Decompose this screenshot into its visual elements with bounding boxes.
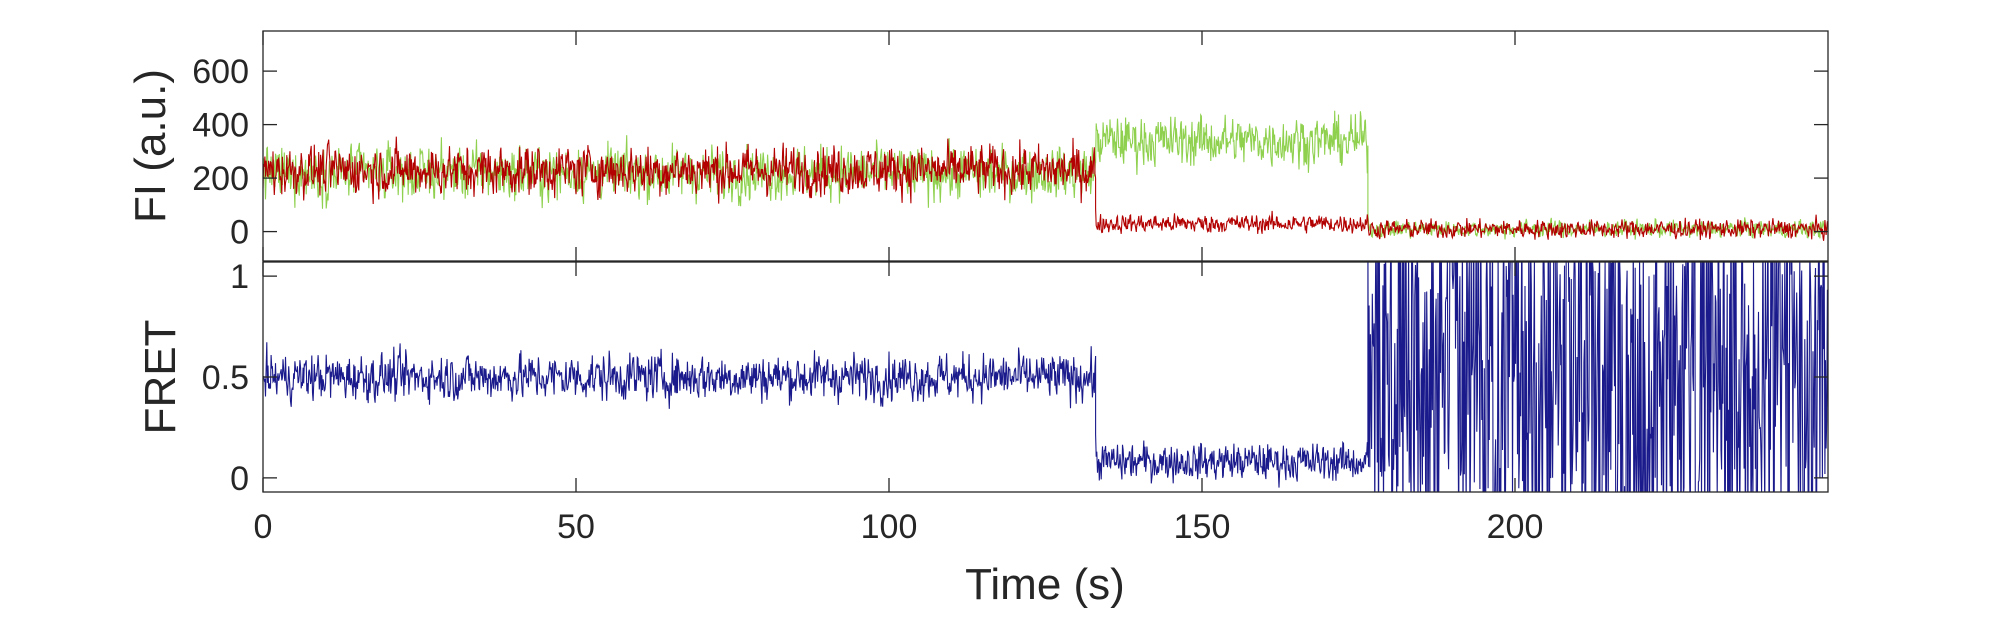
y-tick-label-1-0: 0 — [230, 460, 249, 498]
x-tick-label-3: 150 — [1174, 508, 1231, 546]
fluorescence-traces — [263, 110, 1828, 241]
fluorescence-panel: 0 200 400 600 FI (a.u.) — [126, 30, 1829, 262]
fret-ticks: 0 0.5 1 0 50 100 150 200 — [202, 258, 1828, 546]
fret-panel: 0 0.5 1 0 50 100 150 200 FRET — [136, 258, 1829, 546]
y-tick-label-0-2: 400 — [192, 107, 249, 145]
y-tick-label-1-2: 1 — [230, 258, 249, 296]
x-tick-label-4: 200 — [1487, 508, 1544, 546]
fluorescence-y-axis-title: FI (a.u.) — [126, 69, 175, 223]
fluorescence-ticks: 0 200 400 600 — [192, 31, 1828, 261]
x-tick-label-1: 50 — [557, 508, 595, 546]
x-tick-label-2: 100 — [861, 508, 918, 546]
trace-0-series-1 — [263, 136, 1828, 241]
fret-traces — [263, 262, 1828, 492]
y-tick-label-1-1: 0.5 — [202, 359, 249, 397]
y-tick-label-0-0: 0 — [230, 214, 249, 252]
x-tick-label-0: 0 — [254, 508, 273, 546]
fluorescence-axes-frame — [262, 30, 1829, 262]
x-axis-title: Time (s) — [965, 560, 1125, 609]
trace-1-series-0 — [263, 262, 1828, 492]
fret-y-axis-title: FRET — [136, 320, 185, 435]
y-tick-label-0-3: 600 — [192, 53, 249, 91]
y-tick-label-0-1: 200 — [192, 160, 249, 198]
trace-0-series-0 — [263, 110, 1828, 240]
